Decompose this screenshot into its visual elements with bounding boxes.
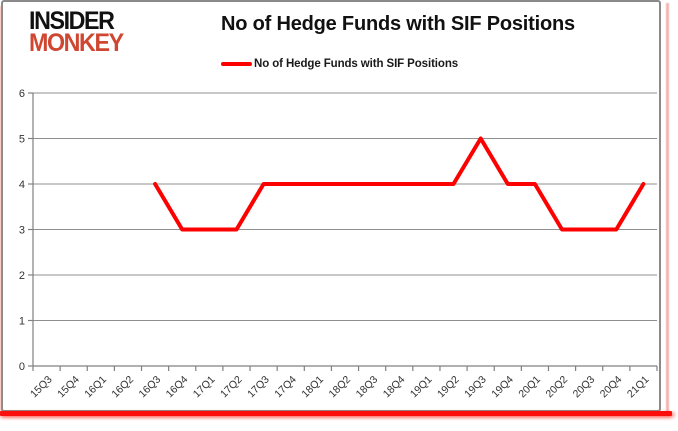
y-tick-label-1: 1	[19, 316, 25, 328]
right-shadow-edge	[666, 3, 669, 413]
y-tick-label-3: 3	[19, 225, 25, 237]
x-tick-label-17Q4: 17Q4	[272, 374, 299, 401]
x-tick-label-16Q4: 16Q4	[164, 374, 191, 401]
y-tick-label-6: 6	[19, 88, 25, 100]
x-tick-label-18Q3: 18Q3	[354, 374, 381, 401]
x-tick-label-20Q1: 20Q1	[516, 374, 543, 401]
y-tick-label-0: 0	[19, 361, 25, 373]
x-tick-label-20Q4: 20Q4	[598, 374, 625, 401]
chart-title: No of Hedge Funds with SIF Positions	[221, 13, 575, 35]
logo-line-monkey: MONKEY	[29, 29, 124, 57]
x-tick-label-16Q3: 16Q3	[137, 374, 164, 401]
x-tick-label-17Q1: 17Q1	[191, 374, 218, 401]
legend-label: No of Hedge Funds with SIF Positions	[254, 58, 459, 70]
y-tick-label-5: 5	[19, 134, 25, 146]
y-tick-label-2: 2	[19, 270, 25, 282]
logo-line-insider: INSIDER	[29, 7, 115, 35]
chart-frame	[1, 0, 661, 412]
x-tick-label-19Q2: 19Q2	[435, 374, 462, 401]
x-tick-label-21Q1: 21Q1	[625, 374, 652, 401]
x-tick-label-19Q1: 19Q1	[408, 374, 435, 401]
x-tick-label-20Q3: 20Q3	[571, 374, 598, 401]
series-line-no-of-hedge-funds-with-sif-positions	[153, 136, 646, 232]
x-tick-label-18Q1: 18Q1	[299, 374, 326, 401]
x-tick-label-15Q3: 15Q3	[28, 374, 55, 401]
x-tick-label-19Q3: 19Q3	[462, 374, 489, 401]
x-tick-label-19Q4: 19Q4	[489, 374, 516, 401]
x-tick-label-18Q2: 18Q2	[326, 374, 353, 401]
x-tick-label-15Q4: 15Q4	[55, 374, 82, 401]
x-tick-label-20Q2: 20Q2	[544, 374, 571, 401]
legend-line-marker	[221, 62, 252, 66]
x-tick-label-16Q2: 16Q2	[109, 374, 136, 401]
x-tick-label-17Q3: 17Q3	[245, 374, 272, 401]
left-shadow-edge	[0, 6, 2, 412]
x-tick-label-16Q1: 16Q1	[82, 374, 109, 401]
insider-monkey-logo: INSIDER MONKEY	[29, 7, 124, 57]
legend: No of Hedge Funds with SIF Positions	[221, 56, 458, 72]
bottom-red-accent-bar	[0, 411, 672, 416]
x-tick-label-17Q2: 17Q2	[218, 374, 245, 401]
x-tick-label-18Q4: 18Q4	[381, 374, 408, 401]
y-tick-label-4: 4	[19, 179, 25, 191]
